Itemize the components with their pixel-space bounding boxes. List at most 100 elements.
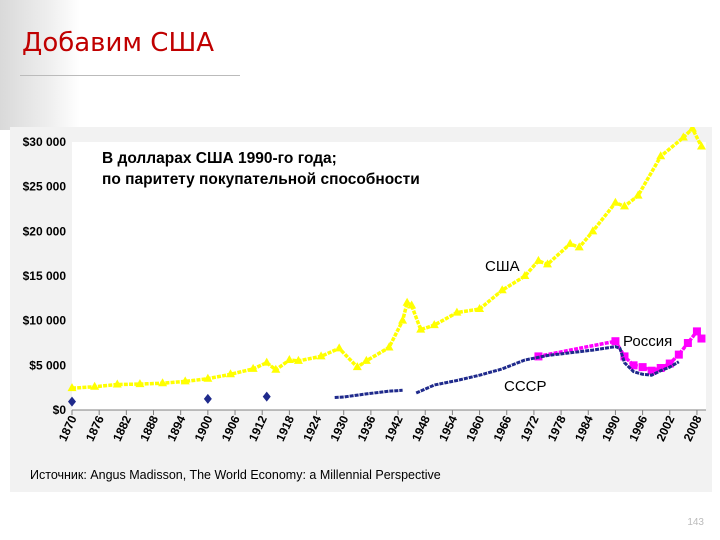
usa-point <box>407 300 417 309</box>
usa-point <box>158 378 168 387</box>
series-label: СССР <box>504 378 547 395</box>
chart-panel: $0 $5 000 $10 000 $15 000 $20 000 $25 000 $30 … <box>10 127 712 492</box>
russia-point <box>656 364 665 373</box>
x-tick-label: 1978 <box>545 413 569 443</box>
y-tick-label: $10 000 <box>23 314 67 328</box>
series-label-bg <box>483 258 522 275</box>
y-tick-label: $20 000 <box>23 224 67 238</box>
russia-point <box>692 327 701 336</box>
x-tick-label: 1918 <box>273 413 297 443</box>
usa-point <box>520 271 530 279</box>
usa-point <box>574 242 584 251</box>
y-tick-label: $25 000 <box>23 180 67 194</box>
ussr-point <box>68 396 76 407</box>
usa-point <box>271 364 281 373</box>
usa-point <box>135 379 145 388</box>
usa-point <box>610 197 620 206</box>
usa-point <box>67 383 77 392</box>
usa-point <box>416 324 426 333</box>
plot-area <box>72 142 706 410</box>
y-tick-label: $0 <box>53 403 67 417</box>
x-tick-label: 1990 <box>599 413 623 443</box>
x-tick-label: 1996 <box>626 413 650 443</box>
x-tick-label: 1906 <box>219 413 243 443</box>
usa-point <box>248 363 258 372</box>
x-tick-label: 1912 <box>246 413 270 443</box>
chart-annotation-line: по паритету покупательной способности <box>102 171 420 188</box>
x-tick-label: 1948 <box>409 413 433 443</box>
usa-point <box>543 259 552 268</box>
usa-point <box>402 297 412 306</box>
y-tick-label: $30 000 <box>23 135 67 149</box>
russia-point <box>683 339 692 347</box>
slide-title: Добавим США <box>22 28 215 58</box>
usa-point <box>696 141 706 150</box>
usa-point <box>90 381 100 390</box>
usa-point <box>633 190 643 199</box>
russia-point <box>647 366 656 375</box>
x-tick-label: 2008 <box>681 413 705 443</box>
x-tick-label: 1888 <box>137 413 161 443</box>
series-label-bg <box>502 378 549 395</box>
ussr-point <box>203 393 212 404</box>
ussr-series-line <box>334 388 403 399</box>
y-tick-label: $15 000 <box>23 269 67 283</box>
x-tick-label: 1972 <box>518 413 542 443</box>
russia-point <box>611 337 620 346</box>
series-label: США <box>485 258 520 275</box>
russia-point <box>665 359 674 368</box>
ussr-series-line <box>415 345 680 395</box>
series-label: Россия <box>623 333 672 350</box>
y-tick-label: $5 000 <box>29 358 66 372</box>
usa-point <box>687 127 697 132</box>
x-tick-label: 1966 <box>490 413 514 443</box>
page-number: 143 <box>687 517 704 528</box>
x-tick-label: 1924 <box>300 413 324 443</box>
x-tick-label: 1936 <box>355 413 379 443</box>
decorative-corner-bar <box>0 0 80 130</box>
usa-point <box>316 351 326 360</box>
usa-point <box>226 369 235 378</box>
x-tick-label: 1930 <box>327 413 351 443</box>
x-tick-label: 1900 <box>192 413 216 443</box>
ussr-point <box>262 391 271 402</box>
usa-point <box>452 307 462 316</box>
source-note: Источник: Angus Madisson, The World Econ… <box>30 468 441 482</box>
russia-point <box>620 352 629 361</box>
usa-point <box>533 255 543 264</box>
russia-point <box>697 334 706 343</box>
x-tick-label: 1960 <box>463 413 487 443</box>
usa-point <box>398 315 408 324</box>
usa-point <box>180 376 190 385</box>
usa-point <box>262 357 272 366</box>
usa-point <box>656 151 666 160</box>
usa-point <box>284 354 294 363</box>
usa-point <box>565 238 575 247</box>
usa-point <box>497 285 507 294</box>
usa-point <box>361 355 371 364</box>
x-tick-label: 1942 <box>382 413 406 443</box>
x-tick-label: 1984 <box>572 413 596 443</box>
usa-point <box>619 201 629 210</box>
x-tick-label: 1870 <box>56 413 80 443</box>
x-tick-label: 1882 <box>110 413 134 443</box>
usa-point <box>112 379 122 388</box>
title-underline <box>20 75 240 76</box>
usa-point <box>678 132 688 141</box>
usa-point <box>293 355 303 364</box>
usa-point <box>429 320 439 329</box>
x-tick-label: 1876 <box>83 413 107 443</box>
usa-point <box>475 304 485 313</box>
usa-point <box>352 362 362 371</box>
x-tick-label: 2002 <box>654 413 678 443</box>
usa-point <box>588 226 598 235</box>
russia-point <box>629 361 638 370</box>
usa-point <box>334 343 344 352</box>
russia-point <box>674 350 683 359</box>
x-tick-label: 1954 <box>436 413 460 443</box>
x-tick-label: 1894 <box>164 413 188 443</box>
usa-point <box>384 342 394 351</box>
series-label-bg <box>621 333 675 350</box>
russia-point <box>638 363 647 372</box>
line-chart: $0 $5 000 $10 000 $15 000 $20 000 $25 000 $30 … <box>23 127 706 482</box>
